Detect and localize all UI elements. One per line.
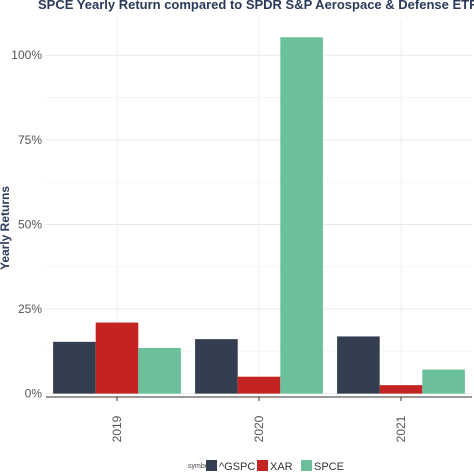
bar-spce-2021	[422, 369, 465, 394]
x-tick-label: 2021	[394, 415, 408, 442]
bar-gspc-2021	[337, 336, 380, 394]
legend-swatch	[257, 460, 268, 471]
bar-gspc-2020	[195, 339, 238, 394]
axes: 0% 25% 50% 75% 100% 2019 2020 2021	[11, 48, 472, 442]
legend-label: SPCE	[314, 461, 344, 473]
bar-xar-2020	[237, 376, 281, 394]
y-axis-title: Yearly Returns	[0, 186, 12, 270]
x-tick-label: 2019	[110, 415, 124, 442]
y-tick-label: 25%	[18, 302, 42, 316]
legend-swatch	[206, 460, 217, 471]
legend-swatch	[301, 460, 312, 471]
legend-label: ^GSPC	[219, 461, 255, 473]
legend-title: symbol	[188, 463, 211, 470]
bar-spce-2020	[280, 37, 323, 394]
y-tick-label: 100%	[11, 48, 42, 62]
x-tick-label: 2020	[252, 415, 266, 442]
chart-title: SPCE Yearly Return compared to SPDR S&P …	[38, 0, 474, 12]
bar-xar-2021	[379, 385, 423, 394]
legend-label: XAR	[270, 461, 293, 473]
bars	[53, 37, 465, 394]
bar-gspc-2019	[53, 341, 96, 394]
y-tick-label: 50%	[18, 217, 42, 231]
y-tick-label: 0%	[25, 387, 43, 401]
legend: symbol ^GSPC XAR SPCE	[188, 460, 344, 473]
y-tick-label: 75%	[18, 133, 42, 147]
bar-spce-2019	[138, 347, 181, 394]
bar-xar-2019	[95, 322, 139, 394]
